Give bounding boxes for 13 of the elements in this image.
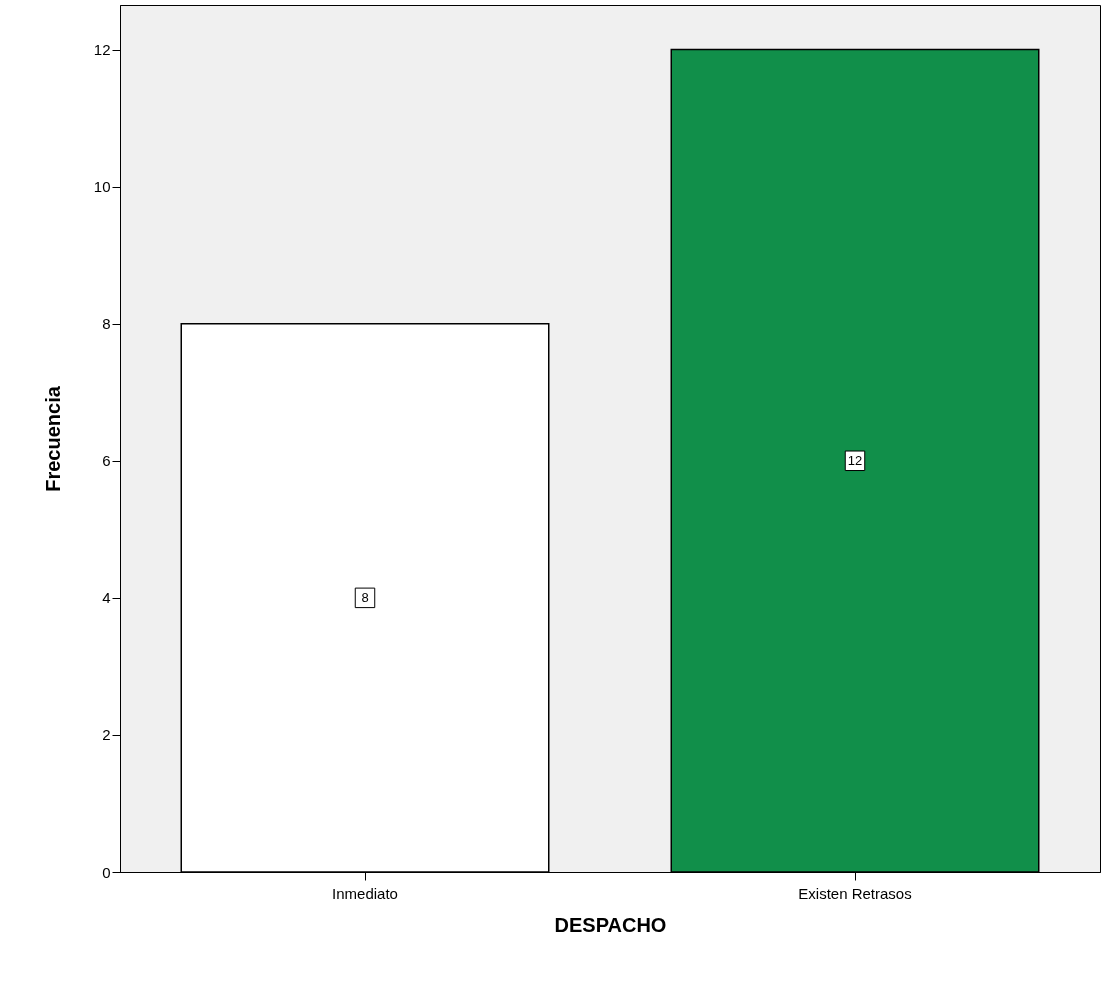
y-tick-label: 6: [102, 452, 111, 470]
y-tick-label: 10: [93, 178, 111, 196]
y-tick-label: 12: [93, 41, 111, 59]
x-tick-label: Existen Retrasos: [798, 884, 912, 902]
y-tick-label: 0: [102, 863, 111, 881]
y-tick-label: 4: [102, 589, 111, 607]
data-label: 8: [361, 589, 369, 605]
y-axis-title: Frecuencia: [41, 385, 64, 492]
x-axis-title: DESPACHO: [554, 913, 667, 936]
y-tick-label: 8: [102, 315, 111, 333]
x-tick-label: Inmediato: [332, 884, 398, 902]
data-label: 12: [847, 452, 863, 468]
y-tick-label: 2: [102, 726, 111, 744]
